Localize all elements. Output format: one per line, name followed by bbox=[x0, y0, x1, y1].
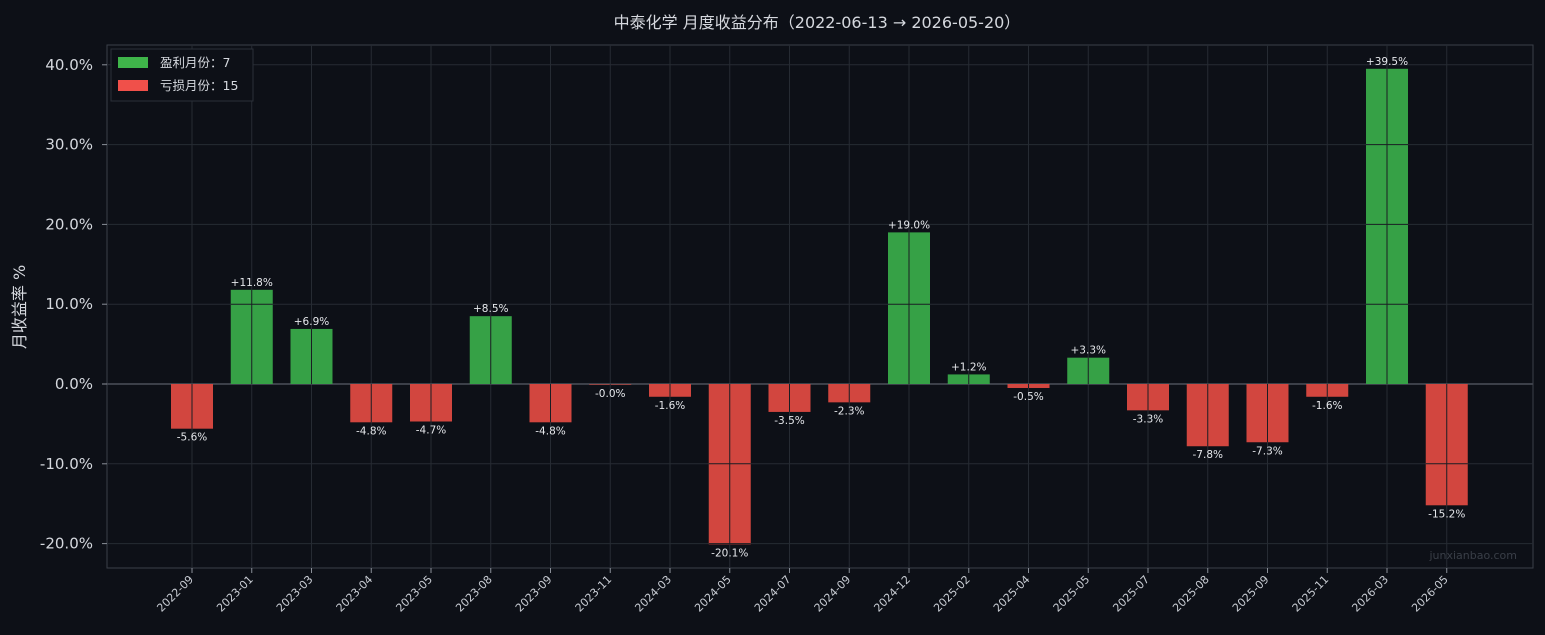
x-tick-label: 2025-11 bbox=[1290, 573, 1332, 615]
x-axis: 2022-09 2023-01 2023-03 2023-04 2023-05 2023-… bbox=[154, 568, 1451, 615]
x-tick-label: 2025-07 bbox=[1110, 573, 1152, 615]
value-label: +39.5% bbox=[1366, 56, 1408, 68]
bars bbox=[171, 68, 1468, 545]
value-label: -3.3% bbox=[1133, 413, 1163, 425]
value-label: +3.3% bbox=[1071, 345, 1106, 357]
value-label: -2.3% bbox=[834, 405, 864, 417]
legend: 盈利月份：7 亏损月份：15 bbox=[110, 48, 254, 102]
value-label: -3.5% bbox=[774, 415, 804, 427]
legend-swatch-loss bbox=[118, 80, 148, 91]
x-tick-label: 2024-05 bbox=[692, 573, 734, 615]
y-tick-label: 30.0% bbox=[45, 136, 93, 154]
value-label: -20.1% bbox=[711, 547, 748, 559]
y-tick-label: 20.0% bbox=[45, 215, 93, 233]
value-label: -1.6% bbox=[655, 400, 685, 412]
x-tick-label: 2026-03 bbox=[1349, 573, 1391, 615]
y-axis-label: 月收益率 % bbox=[10, 265, 29, 349]
y-tick-label: -10.0% bbox=[40, 455, 93, 473]
legend-label-loss: 亏损月份：15 bbox=[160, 78, 238, 93]
y-tick-label: 40.0% bbox=[45, 56, 93, 74]
grid bbox=[106, 44, 1534, 569]
x-tick-label: 2024-03 bbox=[632, 573, 674, 615]
x-tick-label: 2024-12 bbox=[871, 573, 913, 615]
y-axis: -20.0% -10.0% 0.0% 10.0% 20.0% 30.0% 40.0% bbox=[40, 56, 107, 553]
value-label: -4.8% bbox=[356, 425, 386, 437]
value-label: +11.8% bbox=[231, 277, 273, 289]
x-tick-label: 2023-03 bbox=[274, 573, 316, 615]
value-label: +19.0% bbox=[888, 219, 930, 231]
x-tick-label: 2023-01 bbox=[214, 573, 256, 615]
x-tick-label: 2025-09 bbox=[1230, 573, 1272, 615]
y-tick-label: -20.0% bbox=[40, 535, 93, 553]
value-label: -7.8% bbox=[1193, 449, 1223, 461]
value-label: -7.3% bbox=[1252, 445, 1282, 457]
value-label: +6.9% bbox=[294, 316, 329, 328]
x-tick-label: 2025-05 bbox=[1051, 573, 1093, 615]
value-label: +1.2% bbox=[951, 361, 986, 373]
value-label: -15.2% bbox=[1428, 508, 1465, 520]
chart-title: 中泰化学 月度收益分布（2022-06-13 → 2026-05-20） bbox=[614, 13, 1021, 32]
x-tick-label: 2023-11 bbox=[573, 573, 615, 615]
value-label: -4.8% bbox=[535, 425, 565, 437]
x-tick-label: 2025-04 bbox=[991, 573, 1033, 615]
x-tick-label: 2023-04 bbox=[334, 573, 376, 615]
value-label: +8.5% bbox=[473, 303, 508, 315]
x-tick-label: 2025-08 bbox=[1170, 573, 1212, 615]
x-tick-label: 2025-02 bbox=[931, 573, 973, 615]
y-tick-label: 10.0% bbox=[45, 295, 93, 313]
x-tick-label: 2023-05 bbox=[393, 573, 435, 615]
watermark: junxianbao.com bbox=[1428, 549, 1517, 562]
value-label: -0.5% bbox=[1013, 391, 1043, 403]
x-tick-label: 2024-09 bbox=[812, 573, 854, 615]
value-labels: -5.6% +11.8% +6.9% -4.8% -4.7% +8.5% -4.8% -0.0… bbox=[177, 56, 1466, 560]
x-tick-label: 2023-09 bbox=[513, 573, 555, 615]
legend-swatch-profit bbox=[118, 57, 148, 68]
y-tick-label: 0.0% bbox=[55, 375, 93, 393]
x-tick-label: 2026-05 bbox=[1409, 573, 1451, 615]
value-label: -1.6% bbox=[1312, 400, 1342, 412]
x-tick-label: 2024-07 bbox=[752, 573, 794, 615]
x-tick-label: 2023-08 bbox=[453, 573, 495, 615]
x-tick-label: 2022-09 bbox=[154, 573, 196, 615]
legend-label-profit: 盈利月份：7 bbox=[160, 55, 230, 70]
value-label: -4.7% bbox=[416, 425, 446, 437]
plot-frame bbox=[106, 44, 1534, 569]
value-label: -5.6% bbox=[177, 432, 207, 444]
value-label: -0.0% bbox=[595, 388, 625, 400]
